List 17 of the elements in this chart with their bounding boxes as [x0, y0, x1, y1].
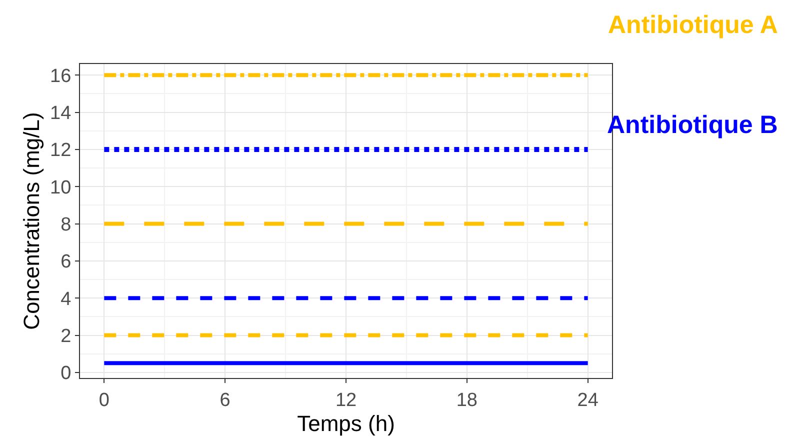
x-axis-title: Temps (h)	[297, 410, 395, 436]
y-tick-label: 4	[60, 288, 72, 310]
y-tick-label: 12	[50, 140, 72, 162]
series-label: Antibiotique A	[608, 11, 778, 39]
y-tick-label: 14	[50, 102, 72, 124]
y-axis-title: Concentrations (mg/L)	[18, 112, 44, 330]
y-tick-label: 6	[60, 252, 72, 273]
x-tick-label: 0	[98, 390, 110, 411]
x-tick-label: 6	[220, 390, 230, 411]
x-tick-label: 12	[335, 390, 357, 411]
y-tick-label: 16	[50, 66, 72, 87]
y-tick-label: 0	[60, 363, 72, 384]
x-tick-label: 24	[577, 390, 599, 411]
y-tick-label: 10	[50, 177, 72, 198]
y-tick-label: 2	[60, 326, 72, 347]
y-tick-label: 8	[60, 214, 72, 236]
x-tick-label: 18	[456, 390, 478, 411]
